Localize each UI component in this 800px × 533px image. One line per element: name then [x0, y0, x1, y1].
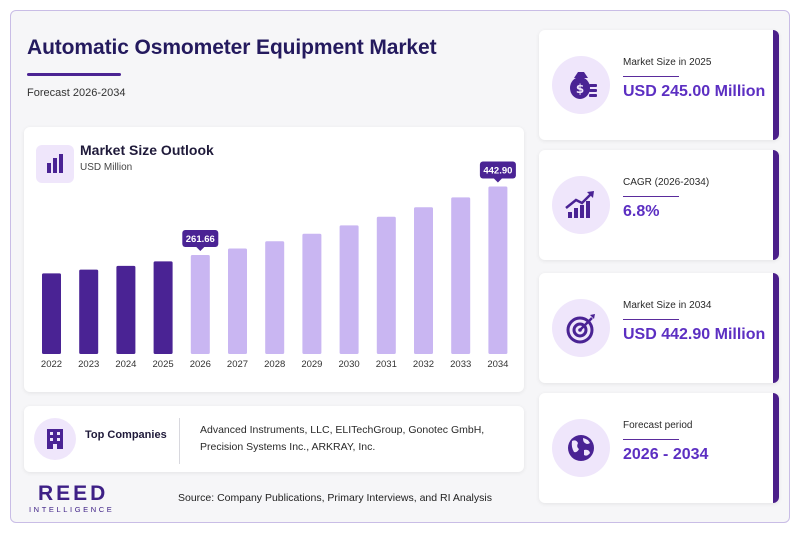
bar-2027: [228, 248, 247, 354]
x-tick-label: 2026: [190, 359, 211, 370]
globe-icon: [552, 419, 610, 477]
stat-card-market-2034: Market Size in 2034 USD 442.90 Million: [539, 273, 779, 383]
logo-text: REED: [38, 482, 109, 505]
stat-value: 2026 - 2034: [623, 446, 709, 463]
page-subtitle: Forecast 2026-2034: [27, 87, 126, 99]
card-accent: [773, 273, 779, 383]
stat-divider: [623, 439, 679, 440]
data-label-2034: 442.90: [479, 161, 516, 183]
bar-chart-icon: [36, 145, 74, 183]
x-tick-label: 2023: [78, 359, 99, 370]
stat-label: Market Size in 2034: [623, 300, 712, 311]
stat-card-market-2025: $ Market Size in 2025 USD 245.00 Million: [539, 30, 779, 140]
stat-divider: [623, 76, 679, 77]
bar-2025: [153, 261, 173, 354]
top-companies-card: Top Companies Advanced Instruments, LLC,…: [24, 406, 524, 472]
stat-card-forecast-period: Forecast period 2026 - 2034: [539, 393, 779, 503]
bar-2032: [414, 207, 433, 354]
stat-value: USD 442.90 Million: [623, 326, 766, 343]
stat-value: 6.8%: [623, 203, 660, 220]
card-accent: [773, 30, 779, 140]
svg-text:$: $: [576, 82, 584, 96]
money-bag-icon: $: [552, 56, 610, 114]
bar-2024: [116, 265, 136, 354]
bar-2030: [339, 225, 359, 354]
logo-subtext: INTELLIGENCE: [29, 505, 115, 514]
x-tick-label: 2028: [264, 359, 285, 370]
card-accent: [773, 393, 779, 503]
bar-2029: [302, 233, 322, 354]
bar-2022: [42, 273, 61, 354]
page-title: Automatic Osmometer Equipment Market: [27, 36, 437, 59]
bar-2033: [451, 197, 471, 354]
x-tick-label: 2030: [339, 359, 360, 370]
stat-value: USD 245.00 Million: [623, 83, 766, 100]
divider: [179, 418, 180, 464]
bar-2026: [190, 255, 210, 354]
chart-card: Market Size Outlook USD Million 2022 2023…: [24, 127, 524, 392]
data-label-2026: 261.66: [182, 230, 219, 252]
bar-2034: [488, 186, 508, 354]
x-tick-label: 2025: [153, 359, 174, 370]
growth-chart-icon: [552, 176, 610, 234]
svg-text:261.66: 261.66: [186, 234, 215, 245]
stat-label: CAGR (2026-2034): [623, 177, 710, 188]
x-tick-label: 2031: [376, 359, 397, 370]
stat-divider: [623, 196, 679, 197]
stat-label: Forecast period: [623, 420, 693, 431]
target-icon: [552, 299, 610, 357]
x-tick-label: 2034: [487, 359, 508, 370]
title-underline: [27, 73, 121, 76]
top-companies-list: Advanced Instruments, LLC, ELITechGroup,…: [200, 424, 485, 453]
svg-text:442.90: 442.90: [483, 165, 512, 176]
stat-label: Market Size in 2025: [623, 57, 712, 68]
chart-unit: USD Million: [80, 162, 133, 173]
stat-card-cagr: CAGR (2026-2034) 6.8%: [539, 150, 779, 260]
x-tick-label: 2024: [115, 359, 136, 370]
building-icon: [34, 418, 76, 460]
top-companies-label: Top Companies: [85, 429, 167, 441]
x-tick-label: 2029: [301, 359, 322, 370]
x-tick-label: 2022: [41, 359, 62, 370]
x-tick-label: 2033: [450, 359, 471, 370]
chart-title: Market Size Outlook: [80, 142, 214, 158]
bar-2028: [265, 241, 285, 354]
source-note: Source: Company Publications, Primary In…: [178, 492, 492, 504]
bar-chart: 2022 2023 2024 2025 2026 261.66 2027 2028 2029 20…: [41, 161, 516, 370]
bar-2031: [376, 216, 396, 354]
stat-divider: [623, 319, 679, 320]
x-tick-label: 2032: [413, 359, 434, 370]
card-accent: [773, 150, 779, 260]
bar-2023: [79, 269, 99, 354]
x-tick-label: 2027: [227, 359, 248, 370]
